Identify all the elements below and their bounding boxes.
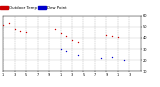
- Point: [65, 51, 68, 52]
- Point: [111, 35, 113, 36]
- Point: [8, 23, 10, 24]
- Point: [105, 34, 108, 35]
- Point: [117, 36, 119, 37]
- Point: [71, 39, 73, 41]
- Point: [122, 60, 125, 61]
- Point: [54, 28, 56, 30]
- Point: [59, 33, 62, 34]
- Point: [111, 56, 113, 58]
- Point: [65, 35, 68, 36]
- Point: [2, 24, 4, 25]
- Point: [59, 48, 62, 50]
- Legend: Outdoor Temp, Dew Point: Outdoor Temp, Dew Point: [0, 6, 66, 10]
- Point: [76, 54, 79, 55]
- Point: [25, 32, 27, 33]
- Point: [99, 57, 102, 59]
- Point: [76, 42, 79, 43]
- Point: [19, 31, 22, 32]
- Point: [13, 28, 16, 30]
